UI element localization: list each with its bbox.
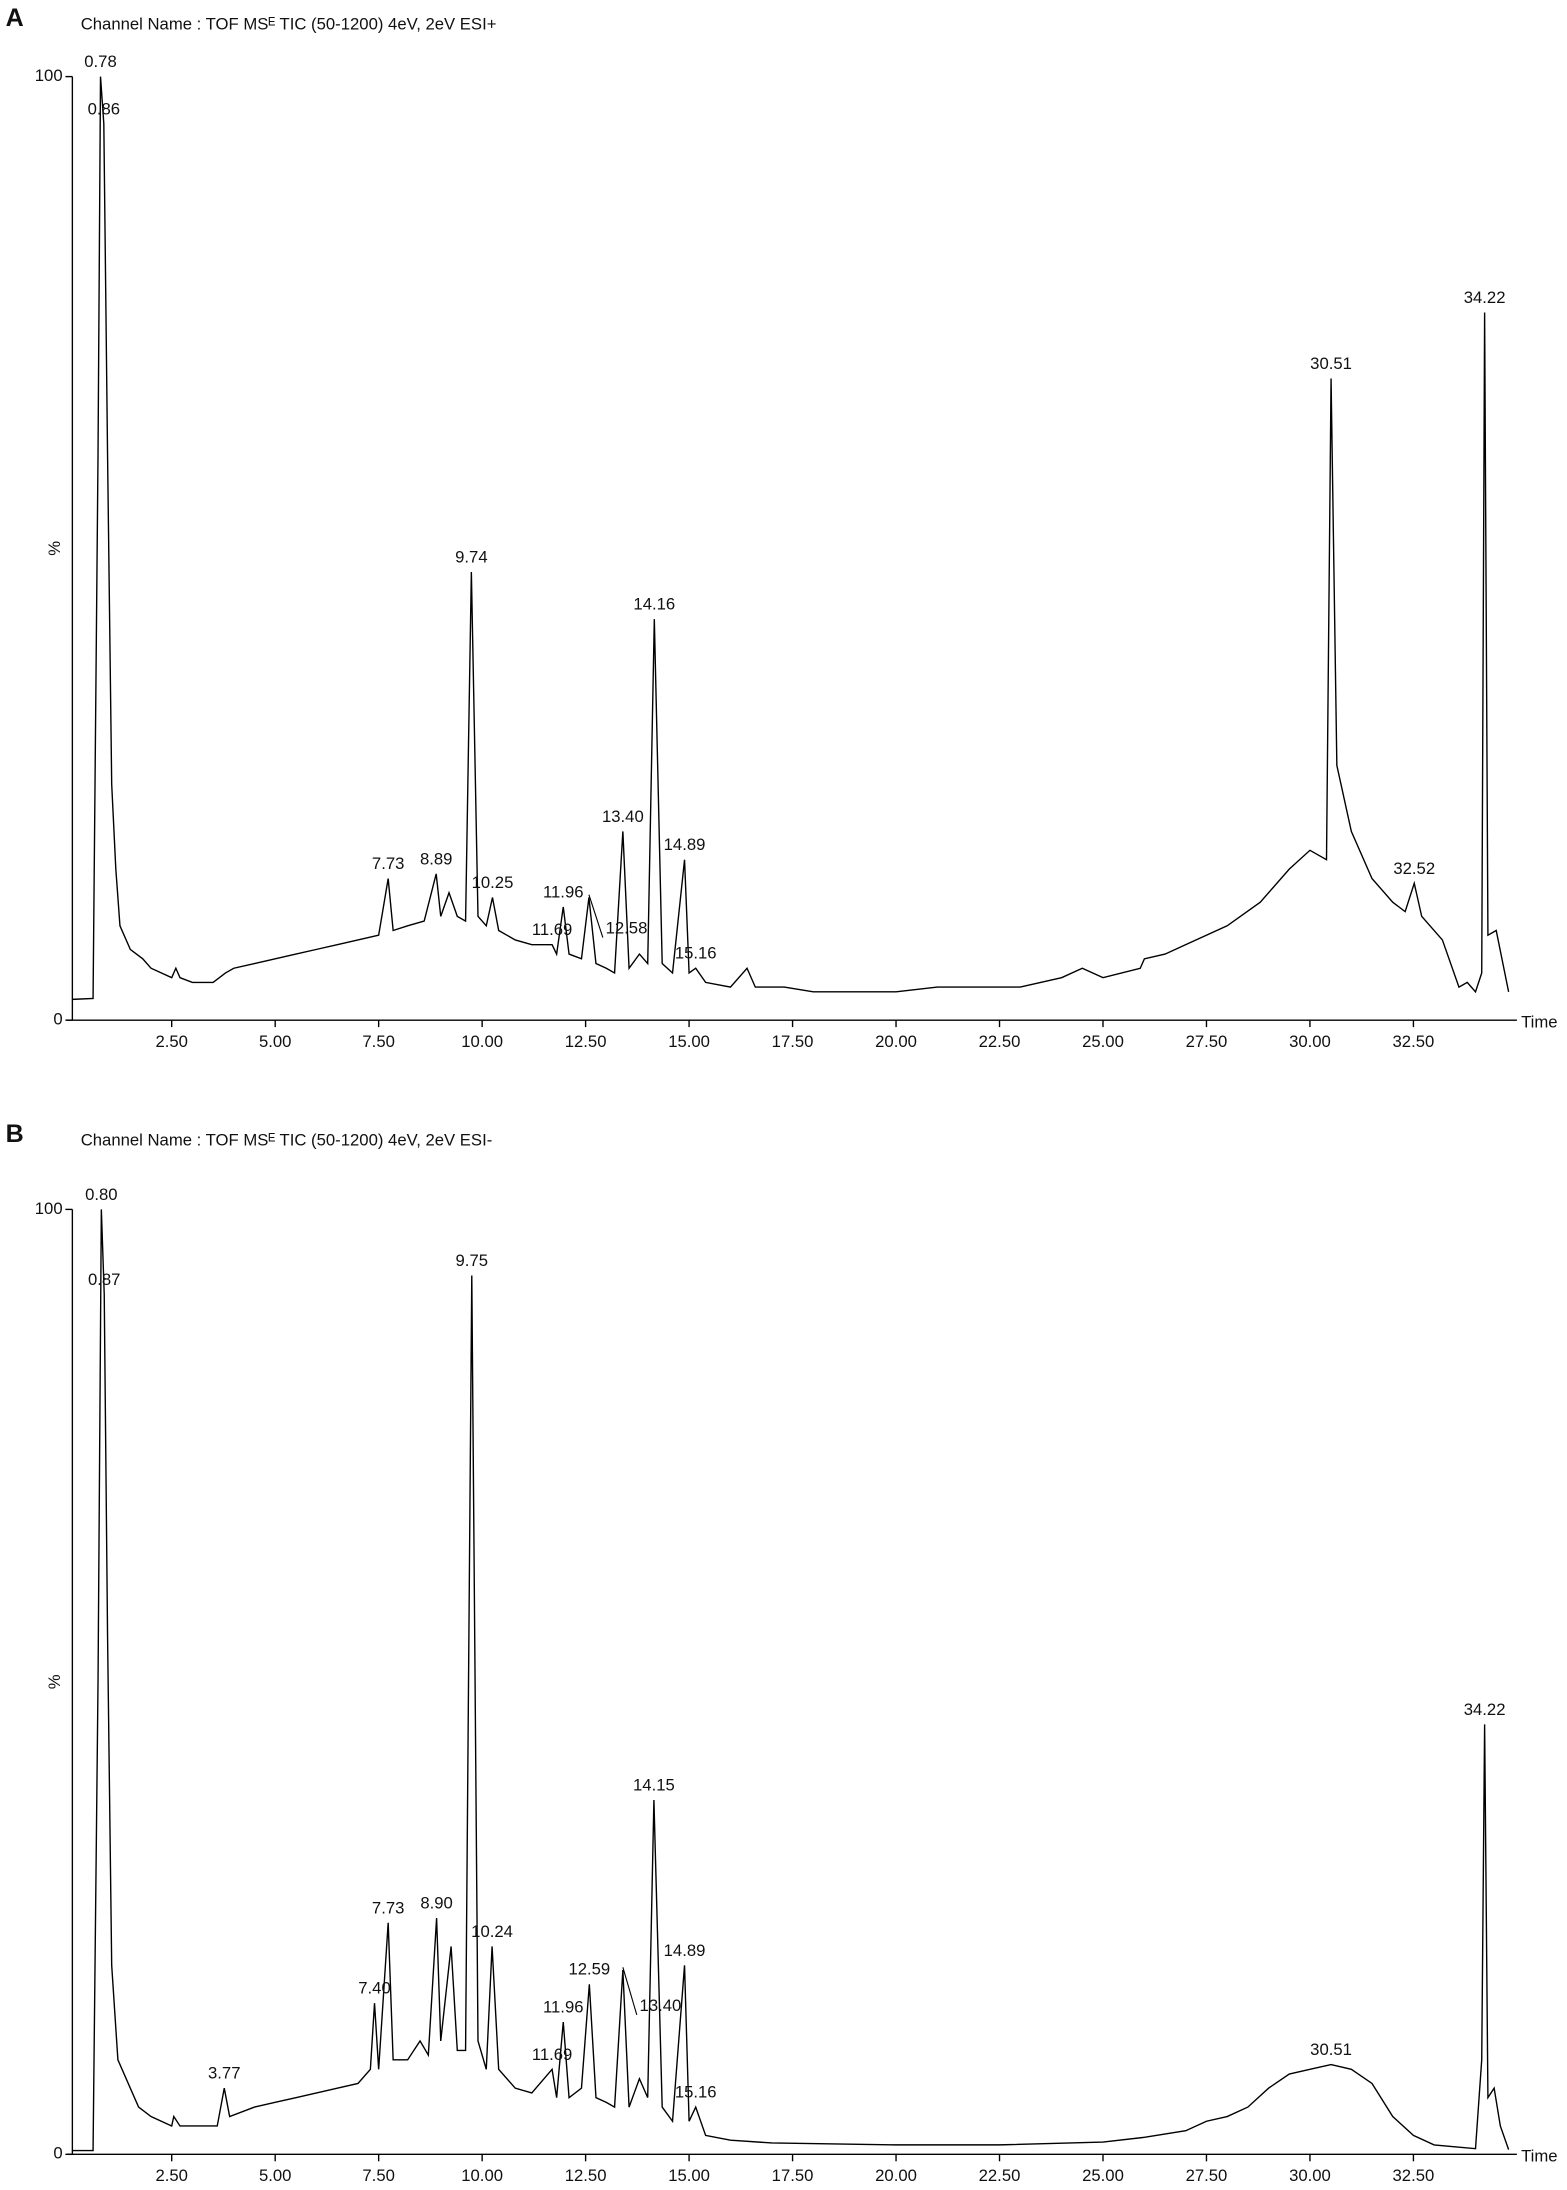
x-tick-label: 17.50 — [772, 1032, 814, 1051]
x-tick-label: 15.00 — [668, 1032, 710, 1051]
peak-label: 9.75 — [456, 1251, 488, 1270]
y-axis-label: % — [45, 541, 64, 556]
x-tick-label: 25.00 — [1082, 1032, 1124, 1051]
trace — [72, 1209, 1510, 2152]
x-tick-label: 20.00 — [875, 2166, 917, 2185]
peak-label: 3.77 — [208, 2064, 240, 2083]
peak-label: 14.16 — [633, 595, 675, 614]
peak-label: 14.89 — [664, 1941, 706, 1960]
peak-label: 11.69 — [532, 2045, 573, 2064]
peak-label: 0.80 — [85, 1185, 117, 1204]
x-tick-label: 25.00 — [1082, 2166, 1124, 2185]
chart-title: Channel Name : TOF MSᴱ TIC (50-1200) 4eV… — [81, 1131, 493, 1150]
x-tick-label: 32.50 — [1393, 1032, 1435, 1051]
x-tick-label: 12.50 — [565, 1032, 607, 1051]
peak-label: 15.16 — [675, 2083, 717, 2102]
x-tick-label: 27.50 — [1186, 2166, 1228, 2185]
y-axis-label: % — [45, 1674, 64, 1689]
x-tick-label: 2.50 — [155, 1032, 187, 1051]
peak-label: 34.22 — [1464, 288, 1506, 307]
peak-label: 30.51 — [1310, 354, 1352, 373]
peak-label: 7.73 — [372, 1898, 404, 1917]
x-tick-label: 5.00 — [259, 1032, 291, 1051]
y-tick-label: 100 — [35, 1199, 63, 1218]
chart-title: Channel Name : TOF MSᴱ TIC (50-1200) 4eV… — [81, 15, 497, 34]
peak-label: 8.90 — [420, 1894, 452, 1913]
peak-label: 0.87 — [88, 1270, 120, 1289]
peak-label: 30.51 — [1310, 2040, 1352, 2059]
peak-label: 7.73 — [372, 854, 404, 873]
peak-label: 15.16 — [675, 944, 717, 963]
peak-label: 12.58 — [606, 919, 648, 938]
peak-label: 11.96 — [543, 882, 584, 901]
x-tick-label: 22.50 — [979, 1032, 1021, 1051]
y-tick-label: 0 — [53, 2144, 62, 2163]
x-tick-label: 22.50 — [979, 2166, 1021, 2185]
x-tick-label: 30.00 — [1289, 1032, 1331, 1051]
x-tick-label: 32.50 — [1393, 2166, 1435, 2185]
y-tick-label: 100 — [35, 66, 63, 85]
panel-label: B — [6, 1120, 24, 1148]
annotation-leader — [588, 894, 604, 938]
x-axis-label: Time — [1521, 1012, 1557, 1031]
peak-label: 14.15 — [633, 1775, 675, 1794]
peak-label: 10.25 — [472, 873, 514, 892]
x-tick-label: 15.00 — [668, 2166, 710, 2185]
x-tick-label: 17.50 — [772, 2166, 814, 2185]
x-tick-label: 5.00 — [259, 2166, 291, 2185]
peak-label: 13.40 — [602, 807, 644, 826]
peak-label: 10.24 — [471, 1922, 513, 1941]
peak-label: 11.69 — [532, 920, 573, 939]
peak-label: 9.74 — [455, 547, 487, 566]
peak-label: 11.96 — [543, 1998, 584, 2017]
peak-label: 7.40 — [358, 1979, 390, 1998]
x-tick-label: 7.50 — [362, 2166, 394, 2185]
peak-label: 13.40 — [640, 1996, 682, 2015]
y-tick-label: 0 — [53, 1010, 62, 1029]
peak-label: 0.86 — [88, 99, 120, 118]
x-tick-label: 12.50 — [565, 2166, 607, 2185]
peak-label: 34.22 — [1464, 1700, 1506, 1719]
x-tick-label: 7.50 — [362, 1032, 394, 1051]
peak-label: 14.89 — [664, 835, 706, 854]
peak-label: 12.59 — [568, 1960, 610, 1979]
x-tick-label: 30.00 — [1289, 2166, 1331, 2185]
x-tick-label: 10.00 — [461, 1032, 503, 1051]
x-tick-label: 2.50 — [155, 2166, 187, 2185]
peak-label: 32.52 — [1393, 859, 1435, 878]
x-tick-label: 20.00 — [875, 1032, 917, 1051]
x-axis-label: Time — [1521, 2147, 1557, 2166]
annotation-leader — [622, 1967, 638, 2016]
x-tick-label: 27.50 — [1186, 1032, 1228, 1051]
peak-label: 0.78 — [84, 52, 116, 71]
panel-label: A — [6, 4, 24, 32]
peak-label: 8.89 — [420, 849, 452, 868]
x-tick-label: 10.00 — [461, 2166, 503, 2185]
trace — [72, 76, 1510, 1001]
